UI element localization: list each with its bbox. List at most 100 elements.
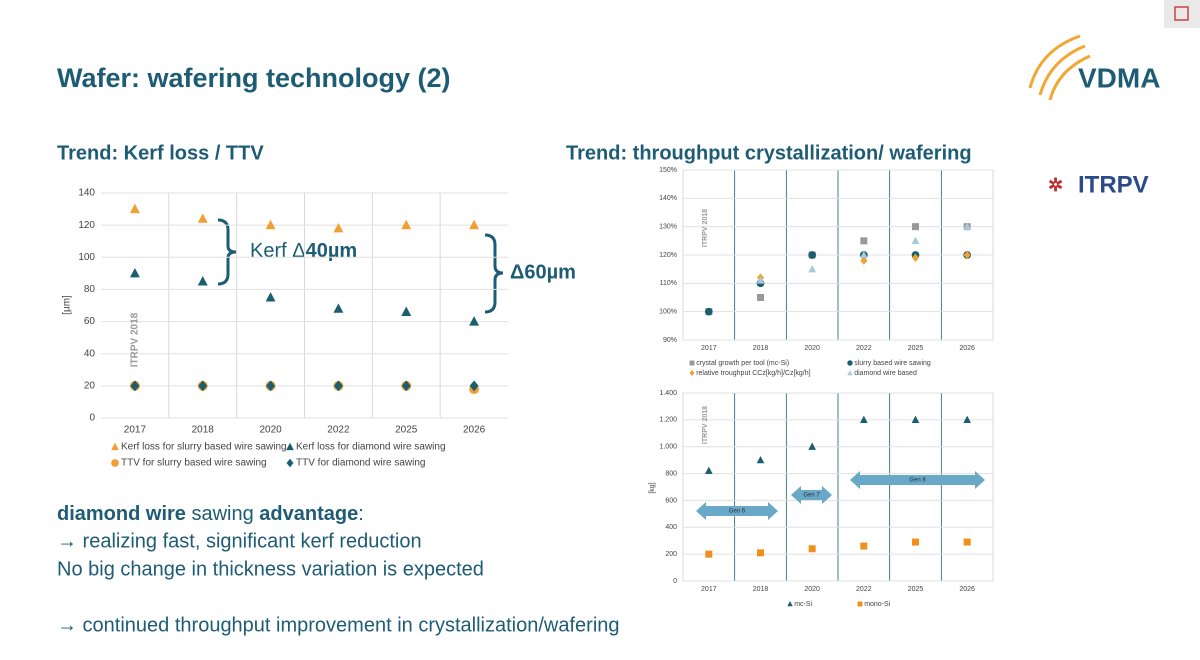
y-tick-label: 130% xyxy=(659,224,677,231)
logo-icon: ✲ xyxy=(1048,175,1063,195)
section-heading: Trend: throughput crystallization/ wafer… xyxy=(566,142,972,164)
y-tick-label: 80 xyxy=(84,284,96,295)
bullet: → continued throughput improvement in cr… xyxy=(57,614,620,636)
marker xyxy=(129,203,140,214)
marker xyxy=(401,380,411,392)
x-tick-label: 2022 xyxy=(856,345,872,352)
y-axis-label: [kg] xyxy=(649,482,656,493)
gen-label: Gen 6 xyxy=(729,509,746,515)
marker xyxy=(265,219,276,230)
marker xyxy=(689,370,695,376)
marker xyxy=(860,256,868,265)
x-tick-label: 2025 xyxy=(395,425,418,436)
y-tick-label: 0 xyxy=(673,578,677,585)
marker xyxy=(705,550,713,558)
gen-arrow xyxy=(850,471,985,489)
marker xyxy=(859,250,868,259)
gen-arrow xyxy=(696,502,778,520)
marker xyxy=(860,542,868,550)
marker xyxy=(912,223,919,231)
x-tick-label: 2017 xyxy=(124,425,147,436)
x-tick-label: 2025 xyxy=(908,345,924,352)
logo-text: VDMA xyxy=(1078,62,1160,93)
y-tick-label: 800 xyxy=(665,470,677,477)
marker xyxy=(787,601,793,607)
marker xyxy=(333,380,343,392)
marker xyxy=(265,292,276,302)
text: : xyxy=(358,503,364,525)
x-tick-label: 2018 xyxy=(753,345,769,352)
marker xyxy=(333,222,344,233)
bold: 40µm xyxy=(306,240,358,262)
annotation: Δ60µm xyxy=(510,261,576,283)
watermark: ITRPV 2018 xyxy=(130,312,141,367)
marker xyxy=(963,250,971,260)
x-tick-label: 2022 xyxy=(327,425,350,436)
y-axis-label: [µm] xyxy=(62,295,73,315)
y-tick-label: 0 xyxy=(89,413,95,424)
legend-label: relative troughput CCz[kg/h]/Cz[kg/h] xyxy=(696,370,810,377)
y-tick-label: 110% xyxy=(660,280,677,287)
marker xyxy=(912,538,919,546)
marker xyxy=(130,380,140,392)
marker xyxy=(857,601,863,607)
legend-label: mono-Si xyxy=(864,601,891,608)
bold: advantage xyxy=(259,503,358,525)
bullet: → realizing fast, significant kerf reduc… xyxy=(57,530,422,552)
y-tick-label: 40 xyxy=(84,348,96,359)
marker xyxy=(756,455,765,464)
section-heading: Trend: Kerf loss / TTV xyxy=(57,142,264,164)
text: Kerf Δ xyxy=(250,240,306,262)
y-tick-label: 100 xyxy=(78,252,95,263)
legend-label: crystal growth per tool (mc-Si) xyxy=(696,360,789,367)
marker xyxy=(198,380,208,392)
marker xyxy=(401,219,412,230)
marker xyxy=(847,360,853,366)
marker xyxy=(963,538,971,546)
y-tick-label: 60 xyxy=(84,316,96,327)
marker xyxy=(266,380,276,392)
marker xyxy=(704,307,713,316)
legend-label: TTV for slurry based wire sawing xyxy=(121,458,267,469)
slide-title: Wafer: wafering technology (2) xyxy=(57,63,451,93)
legend-label: diamond wire based xyxy=(854,370,917,377)
marker xyxy=(911,236,920,244)
y-tick-label: 90% xyxy=(663,337,677,344)
y-tick-label: 1.400 xyxy=(659,390,677,397)
marker xyxy=(808,545,816,553)
corner-button[interactable] xyxy=(1164,0,1200,28)
y-tick-label: 100% xyxy=(659,309,677,316)
marker xyxy=(469,380,479,392)
y-tick-label: 150% xyxy=(659,167,677,174)
gen-label: Gen 8 xyxy=(909,478,926,484)
y-tick-label: 600 xyxy=(665,497,677,504)
marker xyxy=(757,294,764,301)
marker xyxy=(704,466,713,475)
braces xyxy=(217,218,504,314)
x-tick-label: 2020 xyxy=(259,425,282,436)
gen-label: Gen 7 xyxy=(803,493,820,499)
bold: diamond wire xyxy=(57,503,186,525)
x-tick-label: 2017 xyxy=(701,586,717,593)
legend-label: TTV for diamond wire sawing xyxy=(296,458,426,469)
bullet: diamond wire sawing advantage: xyxy=(57,503,364,525)
marker xyxy=(401,306,412,316)
vdma-logo: VDMA xyxy=(1028,34,1160,101)
y-tick-label: 140% xyxy=(659,195,677,202)
marker xyxy=(469,219,480,230)
marker xyxy=(286,442,294,451)
x-tick-label: 2026 xyxy=(959,345,975,352)
y-tick-label: 120% xyxy=(659,252,677,259)
gen-arrow xyxy=(791,486,832,504)
x-tick-label: 2018 xyxy=(753,586,769,593)
legend-label: mc-Si xyxy=(794,601,812,608)
x-tick-label: 2025 xyxy=(908,586,924,593)
legend-label: Kerf loss for slurry based wire sawing xyxy=(121,442,287,453)
marker xyxy=(689,360,695,366)
marker xyxy=(859,415,868,424)
x-tick-label: 2017 xyxy=(701,345,717,352)
marker xyxy=(469,316,480,326)
y-tick-label: 400 xyxy=(665,524,677,531)
marker xyxy=(111,442,119,451)
x-tick-label: 2026 xyxy=(959,586,975,593)
